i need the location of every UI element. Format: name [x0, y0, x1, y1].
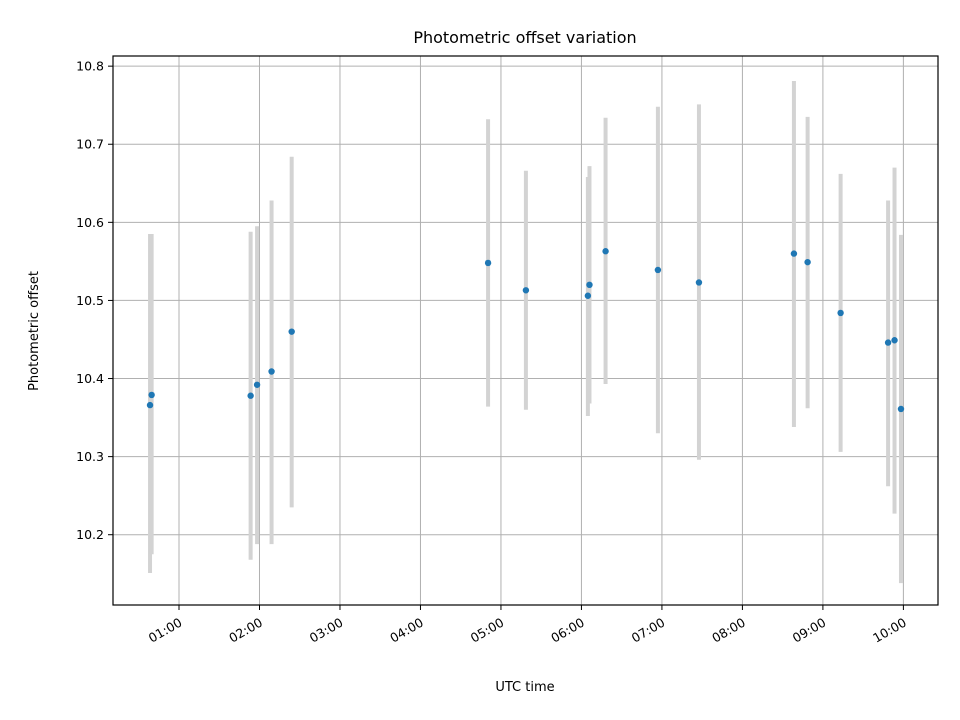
data-point	[586, 281, 593, 289]
data-point	[891, 337, 898, 344]
data-point	[804, 258, 811, 266]
data-point	[146, 401, 154, 409]
data-point	[654, 266, 662, 274]
y-tick-label: 10.6	[76, 215, 104, 230]
data-point	[897, 405, 905, 413]
y-tick-label: 10.5	[76, 293, 104, 308]
data-point	[522, 287, 530, 294]
data-point	[268, 368, 275, 375]
y-tick-label: 10.7	[76, 137, 104, 152]
data-point	[884, 339, 892, 346]
y-axis-label: Photometric offset	[27, 271, 42, 391]
y-tick-label: 10.4	[76, 371, 104, 386]
data-point	[584, 292, 592, 299]
data-point	[253, 381, 261, 388]
data-point	[602, 248, 609, 255]
data-point	[247, 392, 254, 399]
data-point	[695, 279, 703, 286]
chart-title: Photometric offset variation	[413, 28, 636, 47]
data-point	[484, 259, 492, 267]
y-tick-label: 10.2	[76, 527, 104, 542]
data-point	[288, 328, 295, 335]
plot-frame	[112, 55, 939, 606]
data-point	[837, 309, 844, 317]
y-axis-ticks: 10.2 10.3 10.4 10.5 10.6 10.7 10.8	[76, 59, 113, 542]
data-point	[790, 250, 798, 257]
y-tick-label: 10.8	[76, 59, 104, 74]
data-points	[146, 248, 905, 413]
y-tick-label: 10.3	[76, 449, 104, 464]
x-axis-label: UTC time	[495, 680, 554, 695]
data-point	[148, 391, 155, 399]
